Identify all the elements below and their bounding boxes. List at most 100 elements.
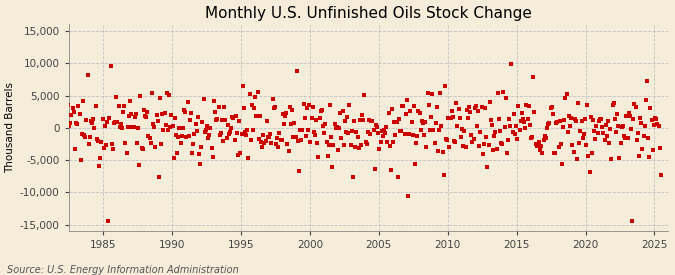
Point [608,103,618,107]
Point [518,120,529,124]
Point [356,113,367,117]
Point [272,136,283,140]
Point [103,219,113,224]
Point [331,125,342,129]
Point [59,134,70,138]
Point [470,103,481,108]
Point [165,125,176,130]
Point [109,121,119,125]
Point [636,121,647,125]
Point [601,134,612,138]
Point [159,111,170,115]
Point [71,121,82,126]
Point [568,150,579,154]
Point [68,106,78,110]
Point [225,130,236,134]
Point [614,156,625,160]
Point [353,146,364,150]
Point [569,117,580,121]
Point [653,124,664,128]
Point [479,142,489,147]
Point [167,124,178,128]
Point [268,106,279,111]
Point [359,93,370,98]
Point [276,138,287,142]
Point [526,135,537,139]
Point [613,124,624,129]
Point [107,147,118,151]
Point [130,112,141,116]
Point [207,145,217,150]
Point [299,116,310,120]
Point [350,145,360,150]
Point [421,144,432,149]
Point [184,134,194,139]
Point [380,131,391,136]
Point [387,140,398,144]
Point [598,131,609,135]
Point [449,139,460,143]
Point [200,128,211,132]
Point [587,151,597,156]
Point [376,129,387,133]
Point [439,83,450,88]
Point [533,144,543,148]
Point [303,128,314,132]
Point [233,153,244,157]
Point [566,116,576,120]
Point [578,131,589,136]
Point [182,100,193,104]
Point [564,113,574,118]
Point [307,105,318,110]
Point [608,101,619,106]
Point [585,115,596,119]
Point [423,91,433,96]
Point [570,119,581,123]
Point [500,96,511,101]
Point [450,140,460,145]
Point [279,114,290,119]
Point [443,115,454,120]
Point [600,123,611,127]
Point [180,110,190,114]
Point [367,119,378,123]
Point [348,175,358,179]
Point [542,126,553,131]
Point [144,136,155,140]
Point [510,131,520,136]
Point [522,117,533,121]
Point [178,126,188,131]
Point [403,194,414,198]
Point [82,73,93,78]
Point [95,156,105,160]
Point [70,147,80,151]
Point [539,134,550,138]
Point [195,162,206,166]
Point [134,163,144,167]
Point [86,119,97,123]
Point [186,111,196,115]
Point [192,115,203,119]
Point [352,135,363,139]
Point [373,130,383,135]
Point [250,95,261,99]
Point [221,136,232,141]
Point [80,134,90,139]
Point [89,126,100,130]
Point [606,157,617,161]
Point [322,154,333,158]
Point [336,136,347,141]
Point [437,150,448,154]
Point [130,115,140,119]
Point [317,108,327,112]
Point [310,118,321,122]
Point [230,138,240,142]
Point [187,151,198,155]
Point [122,125,133,130]
Point [83,142,94,147]
Point [404,132,414,136]
Point [274,130,285,135]
Point [621,114,632,118]
Point [135,94,146,98]
Point [120,141,131,145]
